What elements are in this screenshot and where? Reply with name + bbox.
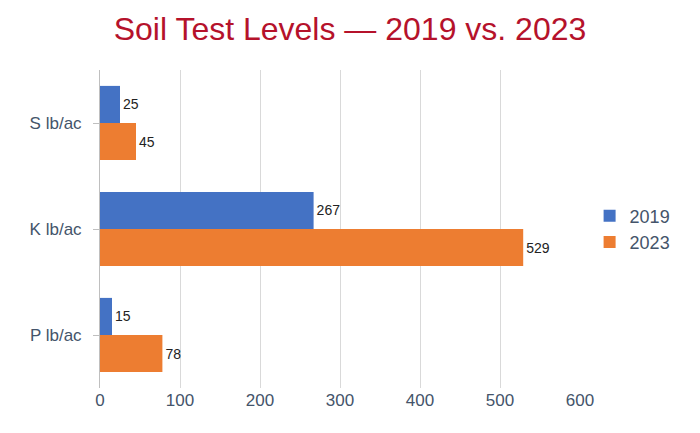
svg-text:200: 200 bbox=[246, 391, 274, 410]
svg-text:2019: 2019 bbox=[630, 207, 670, 227]
svg-text:Soil Test Levels — 2019 vs. 20: Soil Test Levels — 2019 vs. 2023 bbox=[114, 11, 587, 47]
svg-text:2023: 2023 bbox=[630, 233, 670, 253]
svg-text:25: 25 bbox=[123, 96, 139, 112]
svg-text:15: 15 bbox=[115, 308, 131, 324]
svg-text:400: 400 bbox=[406, 391, 434, 410]
svg-text:0: 0 bbox=[95, 391, 104, 410]
svg-text:K lb/ac: K lb/ac bbox=[30, 220, 82, 239]
svg-text:45: 45 bbox=[139, 134, 155, 150]
svg-text:S lb/ac: S lb/ac bbox=[30, 114, 82, 133]
svg-text:500: 500 bbox=[486, 391, 514, 410]
svg-text:P lb/ac: P lb/ac bbox=[30, 326, 82, 345]
svg-text:78: 78 bbox=[165, 346, 181, 362]
svg-text:600: 600 bbox=[566, 391, 594, 410]
svg-text:300: 300 bbox=[326, 391, 354, 410]
svg-text:529: 529 bbox=[526, 240, 550, 256]
svg-text:100: 100 bbox=[166, 391, 194, 410]
svg-text:267: 267 bbox=[317, 202, 341, 218]
